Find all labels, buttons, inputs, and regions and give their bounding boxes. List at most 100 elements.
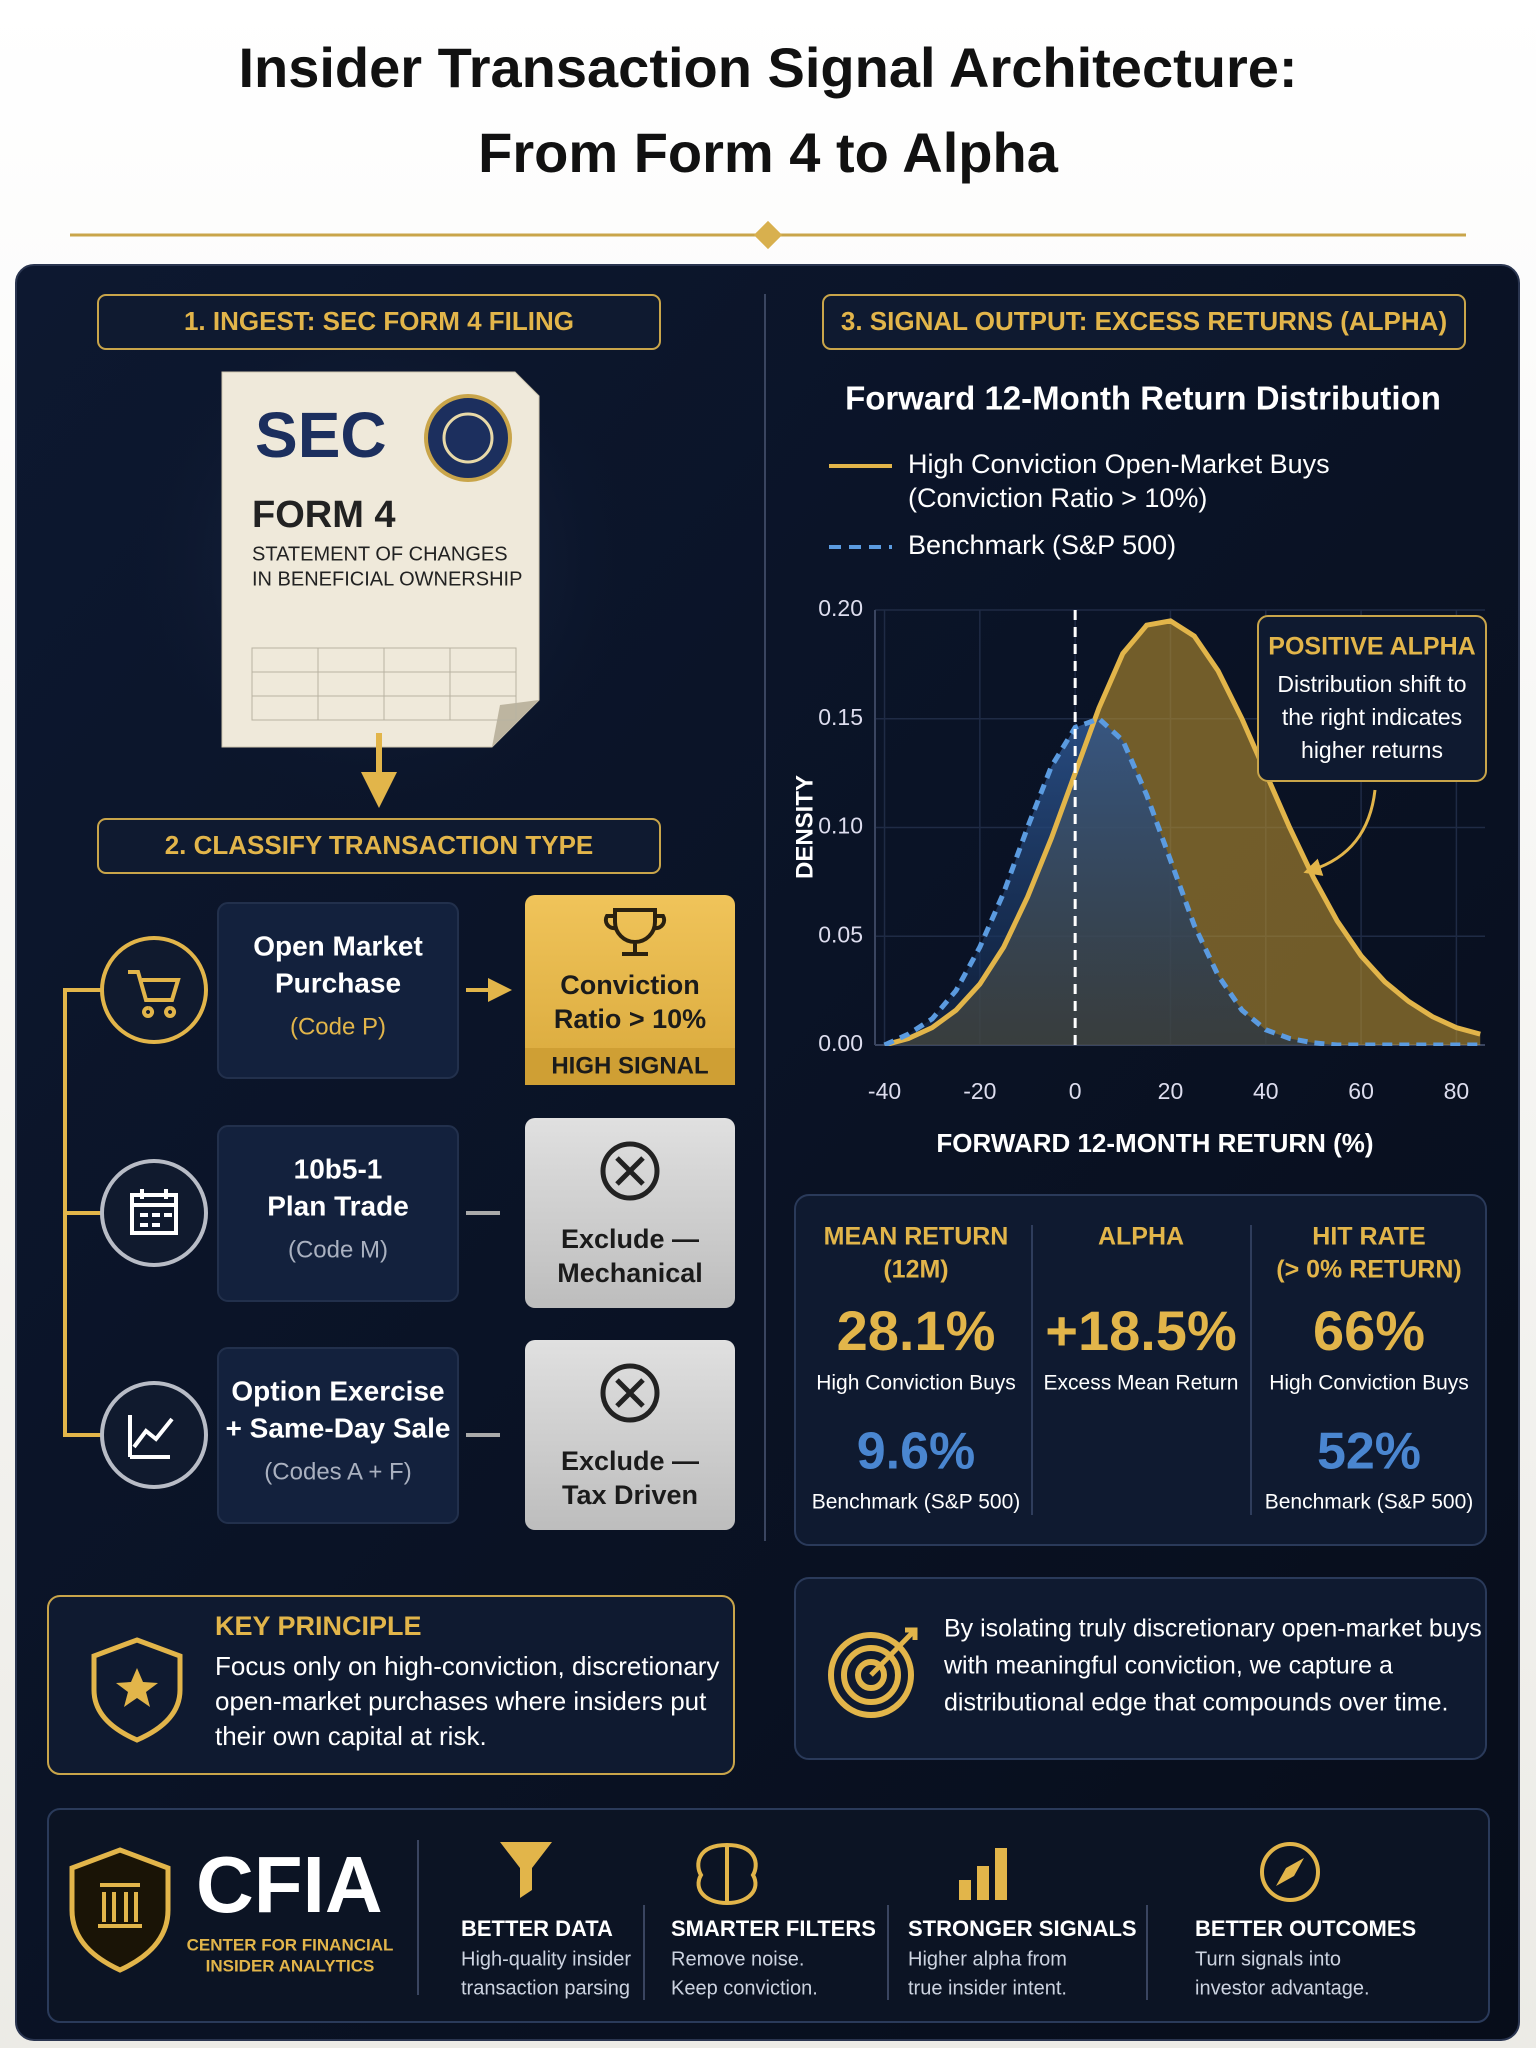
form-table-cell <box>449 695 517 721</box>
x-tick-label: -20 <box>963 1078 996 1104</box>
density-line <box>883 618 1481 1046</box>
transaction-code: (Code M) <box>288 1236 388 1263</box>
result-box <box>525 895 735 1085</box>
bars-icon <box>959 1848 1007 1900</box>
transaction-name: Open Market <box>253 930 423 961</box>
star-icon <box>116 1668 158 1707</box>
seal <box>424 394 512 482</box>
signal-tag: HIGH SIGNAL <box>551 1052 708 1079</box>
x-tick-label: -40 <box>868 1078 901 1104</box>
result-text: Ratio > 10% <box>554 1004 706 1034</box>
transaction-box <box>217 902 459 1079</box>
feature-title: STRONGER SIGNALS <box>908 1916 1137 1941</box>
conclusion-text: with meaningful conviction, we capture a <box>943 1652 1393 1680</box>
principle-text: their own capital at risk. <box>215 1721 487 1751</box>
x-tick-label: 60 <box>1348 1078 1374 1104</box>
feature-text: Higher alpha from <box>908 1948 1067 1970</box>
signal-tag-band <box>525 1048 735 1085</box>
row-connector <box>63 988 102 1437</box>
annotation-text: higher returns <box>1301 737 1443 763</box>
y-tick-label: 0.20 <box>818 595 863 621</box>
feature-title: BETTER DATA <box>461 1916 613 1941</box>
section-heading: 1. INGEST: SEC FORM 4 FILING <box>184 306 574 336</box>
exclude-icon <box>600 1363 660 1423</box>
target-icon <box>841 1645 901 1705</box>
compass-needle <box>1276 1858 1304 1886</box>
transaction-box <box>217 1347 459 1524</box>
footer-box <box>47 1808 1490 2023</box>
benchmark-label: Benchmark (S&P 500) <box>1265 1491 1474 1514</box>
brand-shield <box>69 1847 171 1973</box>
divider-diamond <box>753 220 783 250</box>
x-tick-label: 0 <box>1069 1078 1082 1104</box>
shield-icon <box>91 1637 183 1743</box>
exclude-cross <box>615 1156 645 1186</box>
brand-full-name: CENTER FOR FINANCIAL <box>187 1935 394 1954</box>
y-tick-label: 0.10 <box>818 813 863 839</box>
transaction-code: (Code P) <box>290 1013 386 1040</box>
stats-box <box>794 1194 1487 1546</box>
conclusion-box <box>794 1577 1487 1760</box>
transaction-code: (Codes A + F) <box>264 1458 411 1485</box>
feature-title: SMARTER FILTERS <box>671 1916 876 1941</box>
annotation-text: the right indicates <box>1282 704 1462 730</box>
transaction-name: Option Exercise <box>231 1375 444 1406</box>
y-tick-label: 0.15 <box>818 704 863 730</box>
funnel-icon <box>500 1842 552 1898</box>
stat-label: High Conviction Buys <box>1269 1372 1469 1395</box>
stat-value: 28.1% <box>837 1299 996 1362</box>
brand-pillars <box>98 1883 142 1928</box>
exclude-icon <box>600 1141 660 1201</box>
benchmark-value: 9.6% <box>857 1423 976 1481</box>
feature-title: BETTER OUTCOMES <box>1195 1916 1416 1941</box>
x-tick-label: 20 <box>1158 1078 1184 1104</box>
annotation-title: POSITIVE ALPHA <box>1268 633 1475 661</box>
exclude-cross <box>615 1378 645 1408</box>
seal-inner <box>442 412 494 464</box>
target-icon <box>855 1659 887 1691</box>
feature-text: true insider intent. <box>908 1977 1067 1999</box>
brand-name: CFIA <box>196 1840 383 1929</box>
result-text: Exclude — <box>561 1224 699 1254</box>
principle-text: Focus only on high-conviction, discretio… <box>215 1651 719 1681</box>
feature-text: Turn signals into <box>1195 1948 1341 1970</box>
form-subtitle: STATEMENT OF CHANGES <box>252 543 508 565</box>
page-title: Insider Transaction Signal Architecture: <box>238 36 1297 99</box>
page-title: From Form 4 to Alpha <box>478 121 1059 184</box>
result-text: Tax Driven <box>562 1480 698 1510</box>
stat-value: 66% <box>1313 1299 1425 1362</box>
legend-label: High Conviction Open-Market Buys <box>908 449 1330 479</box>
transaction-box <box>217 1125 459 1302</box>
stat-label: High Conviction Buys <box>816 1372 1016 1395</box>
result-text: Conviction <box>560 970 700 1000</box>
paper-fold <box>492 700 539 747</box>
target-icon <box>828 1632 914 1718</box>
feature-text: transaction parsing <box>461 1977 630 1999</box>
plot-area <box>883 618 1481 1046</box>
y-axis-title: DENSITY <box>791 775 818 879</box>
x-axis-title: FORWARD 12-MONTH RETURN (%) <box>936 1128 1373 1158</box>
feature-text: Remove noise. <box>671 1948 804 1970</box>
feature-text: investor advantage. <box>1195 1977 1370 1999</box>
result-text: Mechanical <box>557 1258 703 1288</box>
stat-label: Excess Mean Return <box>1044 1372 1239 1395</box>
density-area <box>884 718 1481 1045</box>
feature-text: High-quality insider <box>461 1948 631 1970</box>
stat-header: MEAN RETURN <box>824 1223 1009 1251</box>
section-heading-box <box>97 818 661 874</box>
annotation-text: Distribution shift to <box>1277 671 1466 697</box>
benchmark-label: Benchmark (S&P 500) <box>812 1491 1021 1514</box>
cart-icon <box>128 970 181 1018</box>
stat-header: (12M) <box>883 1256 948 1284</box>
row-icon <box>100 936 208 1044</box>
transaction-name: Plan Trade <box>267 1190 409 1221</box>
form-subtitle: IN BENEFICIAL OWNERSHIP <box>252 568 522 590</box>
y-tick-label: 0.05 <box>818 921 863 947</box>
target-dart <box>869 1627 918 1677</box>
brand-full-name: INSIDER ANALYTICS <box>206 1956 375 1975</box>
section-heading: 2. CLASSIFY TRANSACTION TYPE <box>165 830 594 860</box>
section-heading-box <box>97 294 661 350</box>
conclusion-text: By isolating truly discretionary open-ma… <box>944 1615 1482 1643</box>
stat-header: ALPHA <box>1098 1223 1184 1251</box>
